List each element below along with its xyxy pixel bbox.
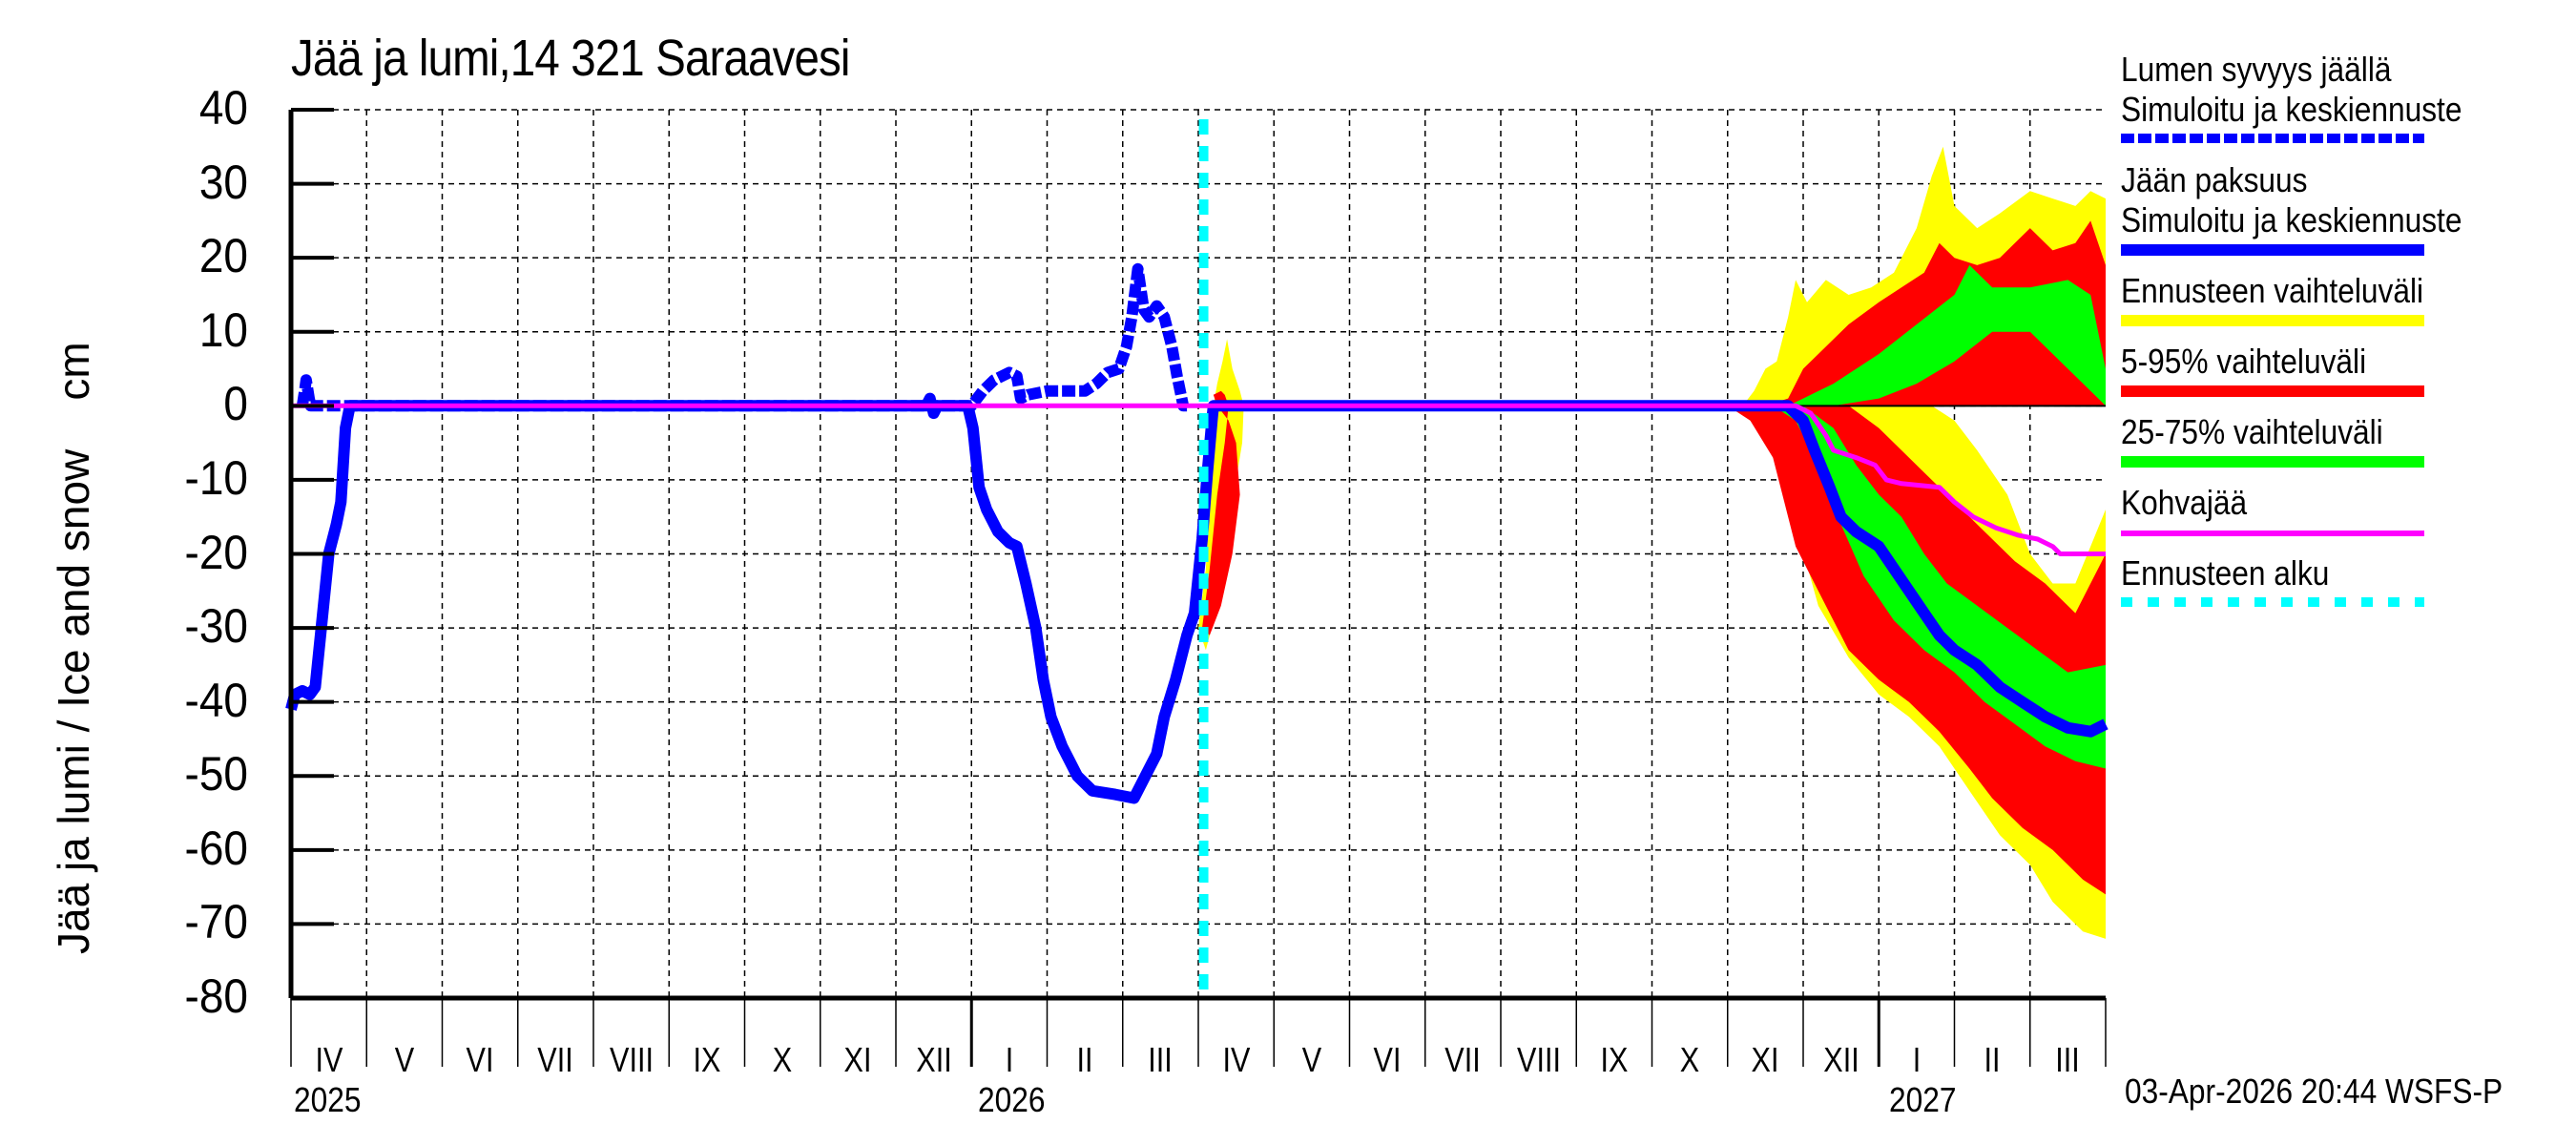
legend-swatch-green [2121,456,2424,468]
year-label-2026: 2026 [978,1080,1046,1119]
legend-label: Kohvajää [2121,483,2248,522]
legend-label: 5-95% vaihteluväli [2121,342,2367,381]
y-tick-label: -60 [184,821,248,875]
y-tick-label: 0 [223,377,248,431]
legend-item-25-75: 25-75% vaihteluväli [2121,412,2569,468]
month-label: X [1679,1040,1700,1079]
month-label: IX [1600,1040,1629,1079]
month-label: X [772,1040,793,1079]
month-label: VI [466,1040,494,1079]
month-label: VIII [609,1040,654,1079]
month-label: IV [315,1040,343,1079]
y-tick-label: -30 [184,599,248,654]
y-tick-label: -80 [184,969,248,1023]
year-label-2027: 2027 [1889,1080,1957,1119]
legend-item-ice-thickness: Jään paksuus Simuloitu ja keskiennuste [2121,160,2569,256]
month-label: VIII [1516,1040,1561,1079]
month-label: I [1005,1040,1014,1079]
legend-label: Jään paksuus [2121,160,2308,199]
y-tick-label: 20 [198,229,248,283]
chart-title: Jää ja lumi,14 321 Saraavesi [291,30,850,87]
legend-item-kohvajaa: Kohvajää [2121,483,2569,536]
month-label: XII [1822,1040,1859,1079]
legend-label: Ennusteen vaihteluväli [2121,271,2424,310]
legend-item-forecast-start: Ennusteen alku [2121,553,2569,607]
legend-swatch-blue-solid [2121,244,2424,256]
y-tick-label: 10 [198,302,248,357]
y-tick-label: 30 [198,155,248,209]
month-label: XI [1751,1040,1779,1079]
y-tick-label: -70 [184,895,248,949]
month-label: XI [843,1040,872,1079]
month-label: IX [693,1040,721,1079]
legend-label: 25-75% vaihteluväli [2121,412,2383,451]
legend-swatch-red [2121,385,2424,397]
timestamp: 03-Apr-2026 20:44 WSFS-P [2125,1072,2503,1111]
month-label: VII [1444,1040,1482,1079]
legend-swatch-yellow [2121,315,2424,326]
month-label: V [1301,1040,1322,1079]
month-label: VI [1373,1040,1402,1079]
legend-label: Lumen syvyys jäällä [2121,50,2392,89]
y-tick-label: -50 [184,747,248,802]
forecast-bands [1198,146,2106,939]
month-label: II [1984,1040,2001,1079]
month-label: III [2055,1040,2081,1079]
legend-sublabel: Simuloitu ja keskiennuste [2121,200,2462,239]
data-lines [285,119,2109,998]
year-label-2025: 2025 [294,1080,362,1119]
legend-swatch-blue-dashed [2121,134,2424,143]
legend-item-snow-depth: Lumen syvyys jäällä Simuloitu ja keskien… [2121,50,2569,143]
month-label: XII [915,1040,952,1079]
axes [288,108,2107,1067]
y-tick-label: -40 [184,673,248,727]
legend-swatch-magenta [2121,531,2424,536]
y-axis-label: Jää ja lumi / Ice and snow cm [49,342,98,954]
legend-sublabel: Simuloitu ja keskiennuste [2121,90,2462,129]
month-label: V [394,1040,415,1079]
month-label: II [1076,1040,1093,1079]
legend-item-5-95: 5-95% vaihteluväli [2121,342,2569,397]
month-label: I [1912,1040,1922,1079]
month-label: VII [537,1040,574,1079]
legend-swatch-cyan-dashed [2121,597,2424,607]
legend-item-forecast-range: Ennusteen vaihteluväli [2121,271,2569,326]
y-tick-label: -10 [184,450,248,505]
y-tick-label: -20 [184,525,248,579]
grid-lines [291,109,2106,998]
legend-label: Ennusteen alku [2121,553,2330,593]
month-label: IV [1222,1040,1251,1079]
y-tick-label: 40 [198,81,248,135]
month-label: III [1148,1040,1174,1079]
